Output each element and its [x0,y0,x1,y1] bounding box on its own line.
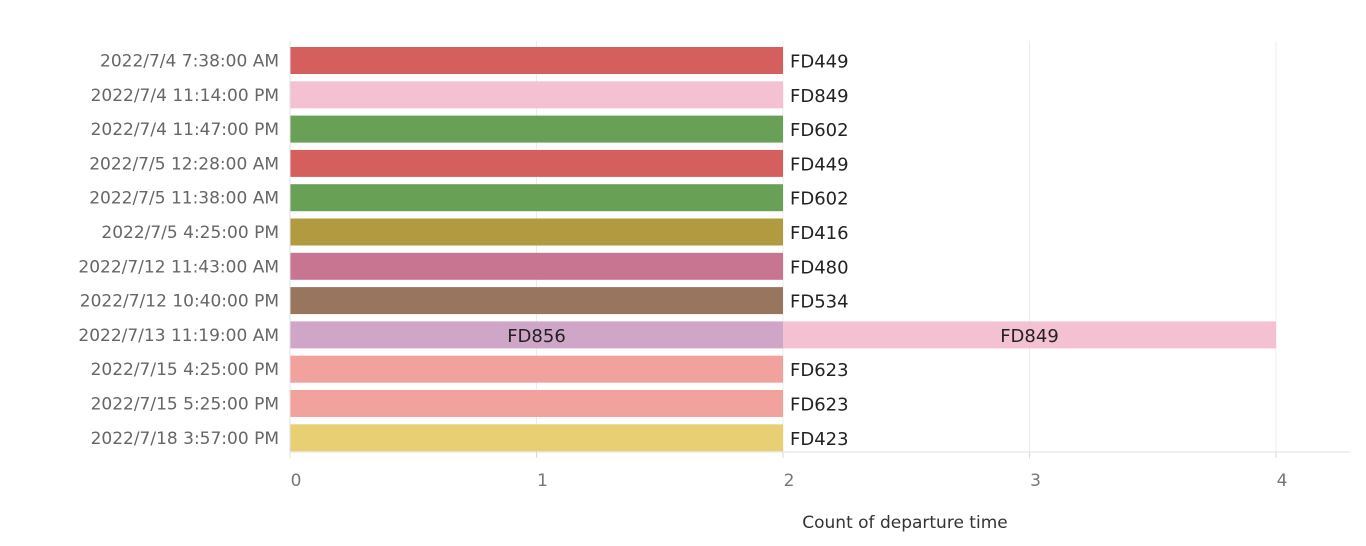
x-tick-label: 1 [537,471,548,491]
category-label: 2022/7/4 11:47:00 PM [91,120,279,140]
x-axis: 0 1 2 3 4 [289,41,1350,491]
x-tick-label: 3 [1030,471,1041,491]
bar-label: FD849 [790,86,849,107]
category-label: 2022/7/5 4:25:00 PM [101,223,279,243]
bar-segment [290,252,783,280]
category-label: 2022/7/13 11:19:00 AM [78,326,279,346]
bar-segment [290,218,783,246]
bar-segment [290,287,783,315]
category-labels: 2022/7/4 7:38:00 AM 2022/7/4 11:14:00 PM 2… [78,52,279,449]
category-label: 2022/7/18 3:57:00 PM [91,429,279,449]
bar-segment [290,424,783,452]
x-axis-title: Count of departure time [802,513,1007,533]
x-tick-label: 0 [291,471,302,491]
bar-label: FD856 [507,326,566,347]
category-label: 2022/7/5 12:28:00 AM [89,154,279,174]
gridlines [536,41,1277,452]
bar-segment [290,355,783,383]
bar-segment [783,321,1276,349]
x-tick-label: 2 [784,471,795,491]
bar-label: FD623 [790,395,849,416]
bar-label: FD602 [790,189,849,210]
category-label: 2022/7/12 10:40:00 PM [80,292,279,312]
bar-segment [290,149,783,177]
category-label: 2022/7/4 7:38:00 AM [100,52,279,72]
bar-label: FD602 [790,120,849,141]
bar-label: FD534 [790,292,849,313]
bar-segment [290,81,783,109]
bars [290,47,1276,452]
bar-segment [290,47,783,74]
bar-segment [290,321,783,349]
bar-label: FD416 [790,223,849,244]
category-label: 2022/7/15 5:25:00 PM [91,395,279,415]
bar-segment [290,390,783,417]
bar-label: FD449 [790,52,849,73]
bar-label: FD849 [1000,326,1059,347]
bar-label: FD423 [790,429,849,450]
category-label: 2022/7/5 11:38:00 AM [89,189,279,209]
bar-segment [290,184,783,212]
bar-segment [290,115,783,143]
bar-label: FD449 [790,154,849,175]
x-tick-label: 4 [1277,471,1288,491]
bar-label: FD480 [790,257,849,278]
category-label: 2022/7/12 11:43:00 AM [78,257,279,277]
segment-labels: FD449 FD849 FD602 FD449 FD602 FD416 FD480 FD534… [507,52,1059,450]
category-label: 2022/7/4 11:14:00 PM [91,86,279,106]
category-label: 2022/7/15 4:25:00 PM [91,360,279,380]
bar-label: FD623 [790,360,849,381]
